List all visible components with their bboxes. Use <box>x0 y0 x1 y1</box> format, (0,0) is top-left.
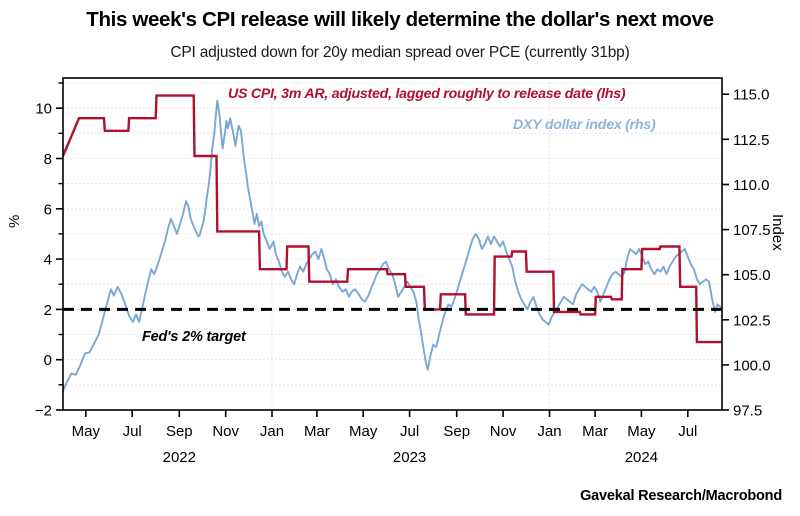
series-line-cpi <box>61 94 722 344</box>
x-axis-label: Mar <box>582 423 608 440</box>
y-axis-label-left: 10 <box>35 101 52 118</box>
series-line-dxy <box>62 99 722 393</box>
x-axis-label: Nov <box>212 423 239 440</box>
x-axis-label: Sep <box>443 423 470 440</box>
y-axis-label-right: 107.5 <box>733 222 771 239</box>
x-axis-label: Mar <box>304 423 330 440</box>
page-title: This week's CPI release will likely dete… <box>86 8 714 31</box>
x-axis-label: May <box>72 423 101 440</box>
x-axis-year-label: 2024 <box>625 449 658 466</box>
source-credit: Gavekal Research/Macrobond <box>580 488 782 504</box>
x-axis-label: May <box>349 423 378 440</box>
legend-item-dxy: DXY dollar index (rhs) <box>513 117 656 133</box>
y-axis-label-left: 2 <box>44 302 52 319</box>
y-axis-label-left: 0 <box>44 352 52 369</box>
y-axis-label-right: 110.0 <box>733 177 769 194</box>
x-axis-label: Jan <box>260 423 284 440</box>
x-axis-label: Jul <box>678 423 697 440</box>
y-axis-title-right: Index <box>769 214 786 251</box>
y-axis-label-left: 4 <box>44 252 52 269</box>
x-axis-label: Sep <box>166 423 193 440</box>
x-axis-label: Nov <box>490 423 517 440</box>
x-axis-year-label: 2022 <box>163 449 196 466</box>
page-subtitle: CPI adjusted down for 20y median spread … <box>170 44 630 61</box>
plot-frame <box>62 77 723 411</box>
legend-item-cpi: US CPI, 3m AR, adjusted, lagged roughly … <box>228 86 626 102</box>
fed-target-annotation: Fed's 2% target <box>142 329 246 345</box>
y-axis-label-right: 115.0 <box>733 87 769 104</box>
y-axis-label-right: 105.0 <box>733 267 771 284</box>
y-axis-label-right: 102.5 <box>733 312 771 329</box>
y-axis-label-right: 97.5 <box>733 403 762 420</box>
y-axis-label-right: 100.0 <box>733 357 771 374</box>
y-axis-title-left: % <box>6 214 23 228</box>
y-axis-label-left: −2 <box>35 403 52 420</box>
x-axis-label: Jul <box>400 423 419 440</box>
x-axis-label: Jul <box>123 423 142 440</box>
y-axis-label-right: 112.5 <box>733 132 769 149</box>
x-axis-year-label: 2023 <box>393 449 426 466</box>
x-axis-label: May <box>627 423 656 440</box>
x-axis-label: Jan <box>537 423 561 440</box>
y-axis-label-left: 6 <box>44 201 52 218</box>
y-axis-label-left: 8 <box>44 151 52 168</box>
